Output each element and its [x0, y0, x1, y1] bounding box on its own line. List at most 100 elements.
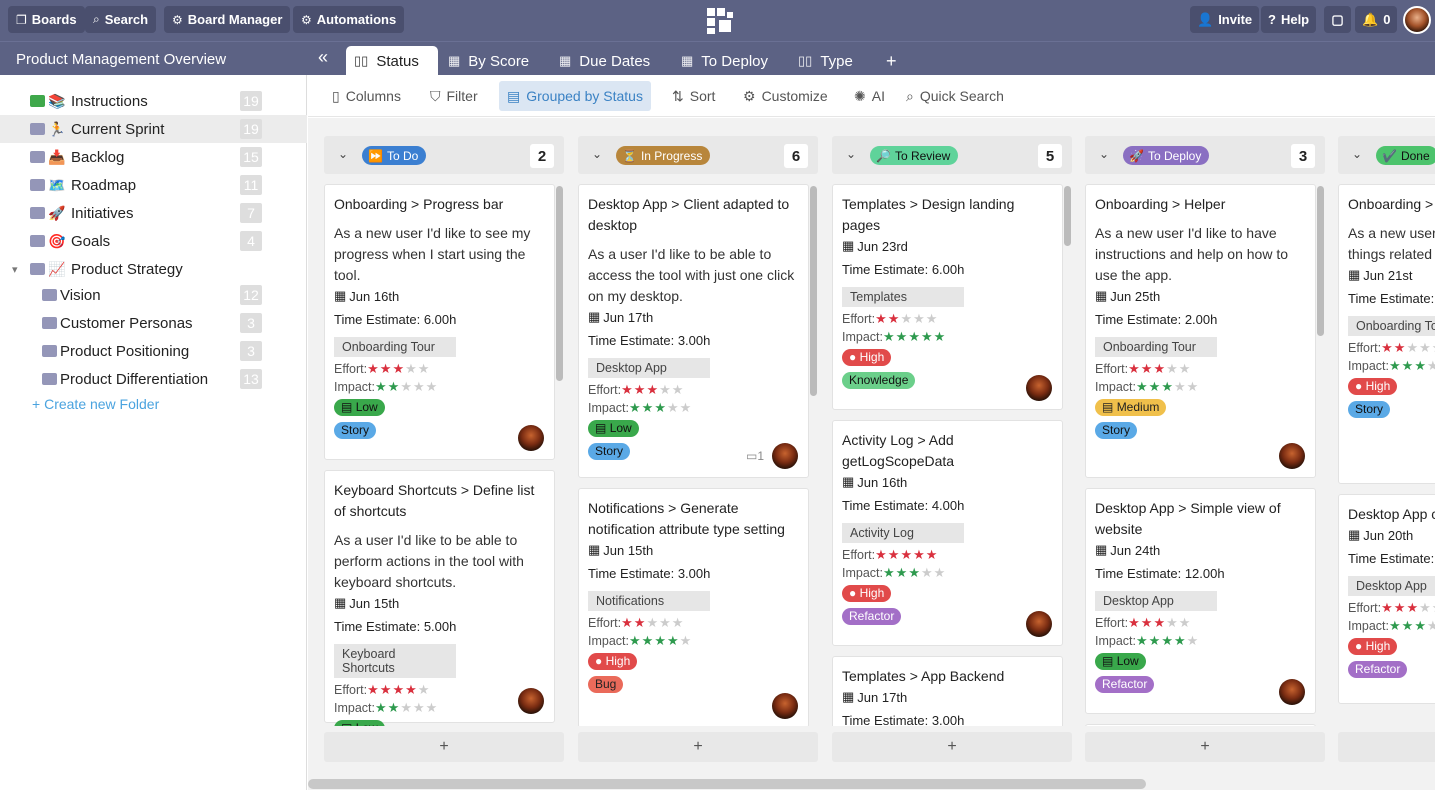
task-card[interactable]: Onboarding > Helper As a new user I'd lik…	[1085, 184, 1316, 478]
tab-to-deploy[interactable]: ▦ To Deploy	[681, 52, 768, 70]
impact-stars[interactable]: ★★★★★	[883, 329, 947, 344]
assignee-avatar[interactable]	[1026, 611, 1052, 637]
impact-stars[interactable]: ★★★★★	[883, 565, 947, 580]
columns-button[interactable]: ▯ Columns	[332, 87, 401, 105]
assignee-avatar[interactable]	[1279, 679, 1305, 705]
folder-icon	[42, 289, 57, 301]
task-card[interactable]: Onboarding > Progress bar As a new user I…	[324, 184, 555, 460]
assignee-avatar[interactable]	[518, 688, 544, 714]
folder-icon	[42, 373, 57, 385]
ai-button[interactable]: ✺ AI	[854, 87, 885, 105]
sidebar-item[interactable]: Product Positioning 3	[0, 337, 307, 365]
chevron-down-icon[interactable]: ⌄	[1352, 147, 1363, 161]
sidebar-item[interactable]: Vision 12	[0, 281, 307, 309]
tab-status[interactable]: ▯▯ Status	[346, 46, 438, 76]
impact-stars[interactable]: ★★★★★	[1136, 633, 1200, 648]
card-list: Onboarding > personalization As a new use…	[1338, 184, 1435, 726]
chat-button[interactable]: ▢	[1324, 6, 1351, 33]
boards-button[interactable]: ❐ Boards	[8, 6, 85, 33]
collapse-sidebar-icon[interactable]: «	[318, 47, 329, 67]
sidebar-item[interactable]: 🚀 Initiatives 7	[0, 199, 307, 227]
sidebar-item[interactable]: 📚 Instructions 19	[0, 87, 307, 115]
effort-stars[interactable]: ★★★★★	[367, 361, 431, 376]
task-card[interactable]: Keyboard Shortcuts > Define list of shor…	[324, 470, 555, 726]
assignee-avatar[interactable]	[1279, 443, 1305, 469]
effort-stars[interactable]: ★★★★★	[621, 382, 685, 397]
impact-stars[interactable]: ★★★★★	[629, 633, 693, 648]
user-avatar[interactable]	[1403, 6, 1431, 34]
column-scrollbar[interactable]	[1317, 186, 1324, 336]
assignee-avatar[interactable]	[772, 693, 798, 719]
chevron-down-icon[interactable]: ⌄	[338, 147, 349, 161]
column-scrollbar[interactable]	[1064, 186, 1071, 246]
impact-stars[interactable]: ★★★★★	[629, 400, 693, 415]
sidebar-item[interactable]: 🏃 Current Sprint 19	[0, 115, 307, 143]
create-folder-link[interactable]: + Create new Folder	[32, 396, 160, 412]
sidebar-item[interactable]: 📥 Backlog 15	[0, 143, 307, 171]
item-count-badge: 13	[240, 369, 262, 389]
task-card[interactable]: Desktop App > Client adapted to desktop A…	[578, 184, 809, 478]
add-card-button[interactable]: +	[324, 732, 564, 762]
impact-stars[interactable]: ★★★★★	[1136, 379, 1200, 394]
sidebar-item[interactable]: Product Differentiation 13	[0, 365, 307, 393]
horizontal-scrollbar[interactable]	[308, 779, 1146, 789]
invite-button[interactable]: 👤 Invite	[1190, 6, 1260, 33]
effort-stars[interactable]: ★★★★★	[875, 311, 939, 326]
column-scrollbar[interactable]	[810, 186, 817, 396]
assignee-avatar[interactable]	[772, 443, 798, 469]
impact-stars[interactable]: ★★★★★	[375, 700, 439, 715]
task-card[interactable]: Notifications > Generate notification at…	[578, 488, 809, 726]
tab-type[interactable]: ▯▯ Type	[798, 52, 853, 70]
task-card[interactable]: Notifications > Comment	[1085, 724, 1316, 726]
impact-stars[interactable]: ★★★★★	[1389, 618, 1435, 633]
quick-search-button[interactable]: ⌕ Quick Search	[906, 87, 1004, 105]
customize-button[interactable]: ⚙ Customize	[743, 87, 828, 105]
task-card[interactable]: Onboarding > personalization As a new use…	[1338, 184, 1435, 484]
sidebar-item-label: Goals	[71, 232, 111, 250]
help-button[interactable]: ? Help	[1261, 6, 1317, 33]
card-pill: Story	[588, 443, 631, 460]
column-scrollbar[interactable]	[556, 186, 563, 381]
task-card[interactable]: Desktop App > Simple view of website ▦ Jun…	[1085, 488, 1316, 714]
sidebar-item[interactable]: 🎯 Goals 4	[0, 227, 307, 255]
notifications-button[interactable]: 🔔 0	[1355, 6, 1398, 33]
add-tab-button[interactable]: +	[886, 50, 897, 71]
effort-stars[interactable]: ★★★★★	[1128, 361, 1192, 376]
chevron-down-icon[interactable]: ⌄	[1099, 147, 1110, 161]
board-column: ⌄ 🔎 To Review 5 Templates > Design landing p…	[832, 136, 1072, 762]
effort-stars[interactable]: ★★★★★	[367, 682, 431, 697]
search-button[interactable]: ⌕ Search	[85, 6, 157, 33]
add-card-button[interactable]: +	[832, 732, 1072, 762]
assignee-avatar[interactable]	[518, 425, 544, 451]
sidebar-item[interactable]: Customer Personas 3	[0, 309, 307, 337]
automations-button[interactable]: ⚙ Automations	[293, 6, 405, 33]
folder-icon	[30, 263, 45, 275]
effort-stars[interactable]: ★★★★★	[621, 615, 685, 630]
chevron-down-icon[interactable]: ⌄	[592, 147, 603, 161]
task-card[interactable]: Activity Log > Add getLogScopeData ▦ Jun 1…	[832, 420, 1063, 646]
sidebar-item[interactable]: 🗺️ Roadmap 11	[0, 171, 307, 199]
task-card[interactable]: Templates > Design landing pages ▦ Jun 23r…	[832, 184, 1063, 410]
tab-by-score[interactable]: ▦ By Score	[448, 52, 530, 70]
effort-stars[interactable]: ★★★★★	[1381, 340, 1435, 355]
impact-stars[interactable]: ★★★★★	[1389, 358, 1435, 373]
add-card-button[interactable]: +	[578, 732, 818, 762]
effort-stars[interactable]: ★★★★★	[1128, 615, 1192, 630]
effort-stars[interactable]: ★★★★★	[875, 547, 939, 562]
impact-stars[interactable]: ★★★★★	[375, 379, 439, 394]
assignee-avatar[interactable]	[1026, 375, 1052, 401]
effort-stars[interactable]: ★★★★★	[1381, 600, 1435, 615]
comment-count[interactable]: ▭1	[745, 449, 764, 463]
sort-button[interactable]: ⇅ Sort	[672, 87, 716, 105]
sidebar-item[interactable]: ▾ 📈 Product Strategy	[0, 255, 307, 283]
tab-due-dates[interactable]: ▦ Due Dates	[559, 52, 651, 70]
task-card[interactable]: Templates > App Backend ▦ Jun 17th Time Est…	[832, 656, 1063, 726]
filter-button[interactable]: ⛉ Filter	[430, 87, 478, 105]
task-card[interactable]: Desktop App client ▦Jun 20th Time Estimate…	[1338, 494, 1435, 704]
group-by-button[interactable]: ▤ Grouped by Status	[499, 81, 651, 111]
board-manager-button[interactable]: ⚙ Board Manager	[164, 6, 291, 33]
chevron-down-icon[interactable]: ⌄	[846, 147, 857, 161]
chevron-down-icon[interactable]: ▾	[12, 263, 18, 276]
add-card-button[interactable]: +	[1085, 732, 1325, 762]
add-card-button[interactable]: +	[1338, 732, 1435, 762]
